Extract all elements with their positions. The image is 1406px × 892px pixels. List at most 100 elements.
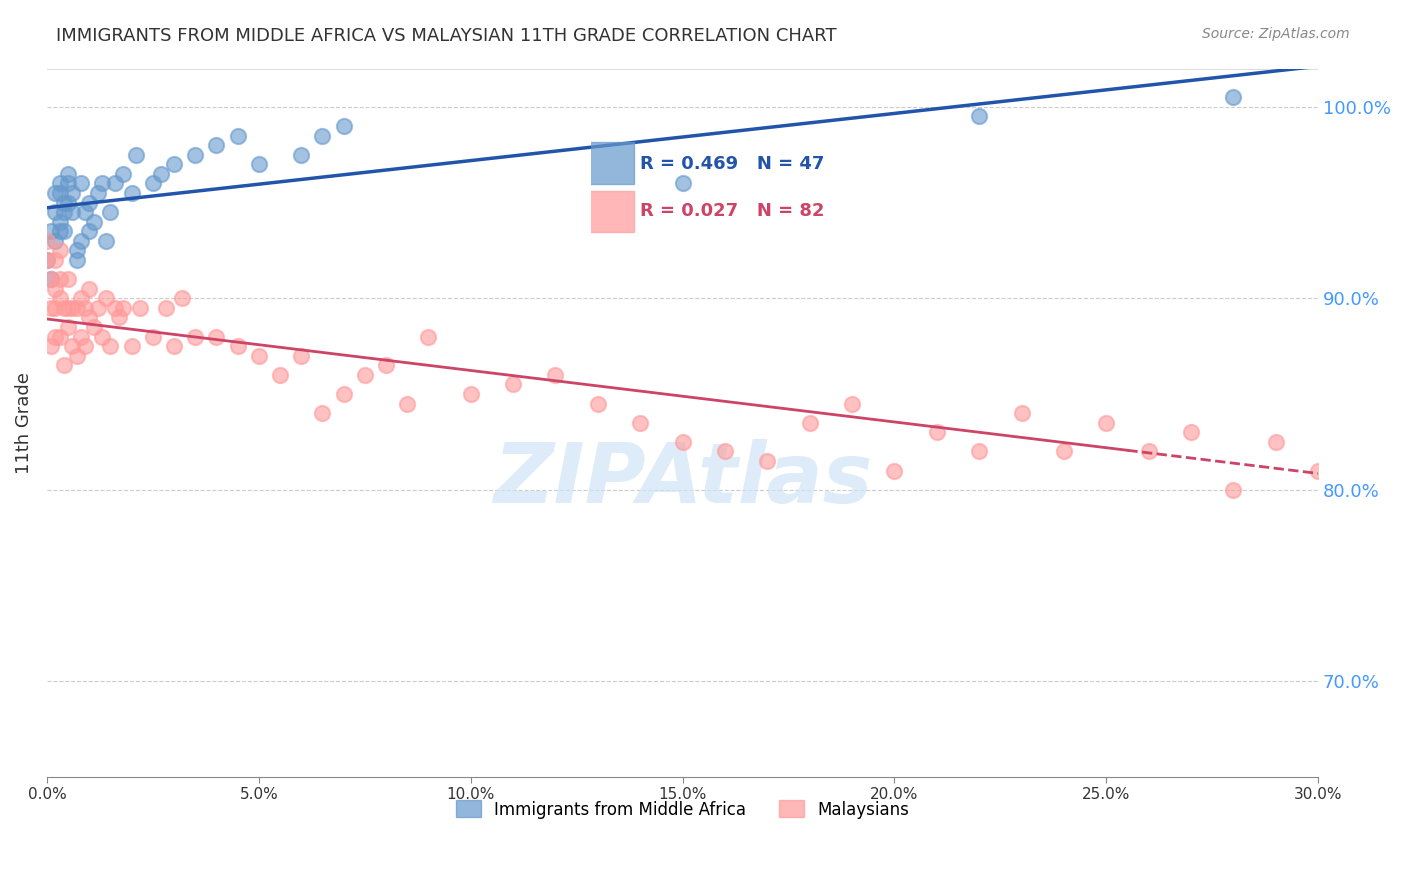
Point	[163, 339, 186, 353]
Point	[52, 195, 75, 210]
Point	[65, 244, 87, 258]
Point	[35, 234, 58, 248]
Point	[48, 244, 70, 258]
FancyBboxPatch shape	[585, 143, 634, 184]
Point	[184, 147, 207, 161]
Point	[100, 205, 122, 219]
Point	[502, 377, 524, 392]
Point	[44, 234, 66, 248]
Point	[121, 339, 143, 353]
Point	[77, 195, 100, 210]
Point	[56, 177, 79, 191]
Point	[1222, 483, 1244, 497]
Point	[83, 320, 105, 334]
Point	[418, 329, 440, 343]
Point	[714, 444, 737, 458]
Point	[77, 310, 100, 325]
Point	[290, 147, 312, 161]
Point	[44, 301, 66, 315]
Point	[56, 167, 79, 181]
Point	[1350, 416, 1372, 430]
Point	[205, 329, 228, 343]
Point	[56, 272, 79, 286]
Point	[269, 368, 291, 382]
Point	[332, 119, 354, 133]
Point	[353, 368, 375, 382]
Point	[112, 167, 135, 181]
Point	[48, 186, 70, 200]
Point	[1011, 406, 1033, 420]
Point	[52, 224, 75, 238]
Point	[52, 301, 75, 315]
Point	[56, 195, 79, 210]
Point	[87, 301, 110, 315]
Point	[586, 396, 609, 410]
Point	[69, 234, 91, 248]
Point	[311, 128, 333, 143]
Point	[44, 252, 66, 267]
Point	[69, 177, 91, 191]
Point	[967, 109, 990, 123]
Point	[39, 272, 62, 286]
Point	[91, 177, 114, 191]
Point	[60, 186, 83, 200]
Point	[77, 224, 100, 238]
Point	[544, 368, 567, 382]
Point	[69, 291, 91, 305]
Point	[96, 234, 118, 248]
Point	[925, 425, 948, 440]
Point	[65, 349, 87, 363]
Text: Source: ZipAtlas.com: Source: ZipAtlas.com	[1202, 27, 1350, 41]
Point	[69, 329, 91, 343]
Point	[91, 329, 114, 343]
Point	[60, 301, 83, 315]
Point	[967, 444, 990, 458]
Point	[883, 464, 905, 478]
Text: R = 0.469   N = 47: R = 0.469 N = 47	[640, 155, 824, 173]
Point	[112, 301, 135, 315]
Point	[56, 320, 79, 334]
Text: IMMIGRANTS FROM MIDDLE AFRICA VS MALAYSIAN 11TH GRADE CORRELATION CHART: IMMIGRANTS FROM MIDDLE AFRICA VS MALAYSI…	[56, 27, 837, 45]
Point	[247, 157, 270, 171]
Point	[35, 252, 58, 267]
Point	[125, 147, 148, 161]
Point	[1180, 425, 1202, 440]
Point	[460, 387, 482, 401]
FancyBboxPatch shape	[585, 191, 634, 232]
Point	[65, 301, 87, 315]
Point	[184, 329, 207, 343]
Point	[73, 301, 96, 315]
Point	[1264, 434, 1286, 449]
Point	[60, 205, 83, 219]
Point	[290, 349, 312, 363]
Point	[1308, 464, 1330, 478]
Legend: Immigrants from Middle Africa, Malaysians: Immigrants from Middle Africa, Malaysian…	[449, 794, 917, 825]
Point	[671, 434, 693, 449]
Point	[39, 272, 62, 286]
Point	[142, 329, 165, 343]
Point	[48, 291, 70, 305]
Point	[1095, 416, 1118, 430]
Point	[65, 252, 87, 267]
Point	[150, 167, 173, 181]
Point	[48, 272, 70, 286]
Point	[142, 177, 165, 191]
Point	[121, 186, 143, 200]
Point	[671, 177, 693, 191]
Point	[129, 301, 152, 315]
Point	[48, 224, 70, 238]
Point	[100, 339, 122, 353]
Point	[56, 301, 79, 315]
Point	[155, 301, 177, 315]
Point	[44, 186, 66, 200]
Point	[87, 186, 110, 200]
Point	[1137, 444, 1160, 458]
Point	[104, 177, 127, 191]
Point	[108, 310, 131, 325]
Point	[332, 387, 354, 401]
Point	[163, 157, 186, 171]
Point	[756, 454, 779, 468]
Point	[1053, 444, 1076, 458]
Point	[77, 282, 100, 296]
Point	[73, 339, 96, 353]
